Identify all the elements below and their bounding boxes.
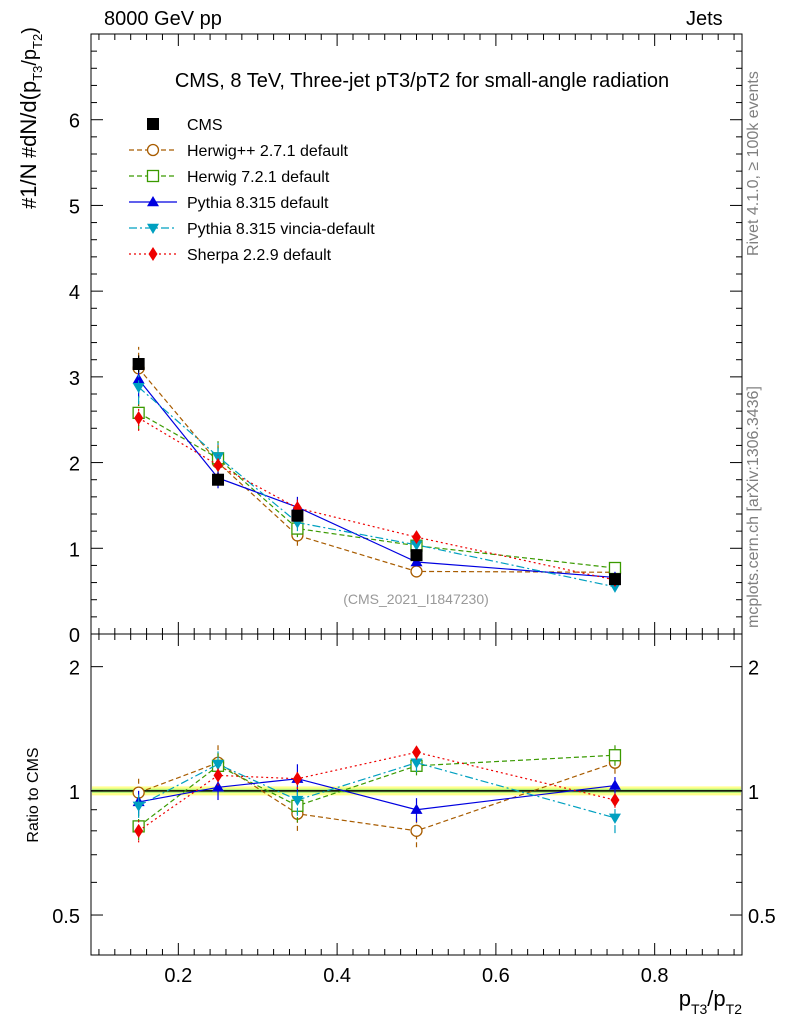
legend-label: CMS	[187, 117, 223, 134]
series-3-ratio-point	[410, 758, 423, 769]
chart-title: CMS, 8 TeV, Three-jet pT3/pT2 for small-…	[175, 70, 669, 92]
legend-label: Herwig++ 2.7.1 default	[187, 143, 349, 160]
series-3-ratio-point	[608, 813, 621, 824]
series-2-point	[132, 373, 145, 384]
series-4-ratio-point	[292, 771, 302, 786]
y-tick-label: 3	[69, 368, 80, 390]
mcplots-label: mcplots.cern.ch [arXiv:1306.3436]	[745, 386, 762, 628]
series-0-line	[138, 367, 615, 573]
series-3-point	[608, 582, 621, 593]
series-2-ratio-point	[608, 779, 621, 790]
series-0-ratio-line	[138, 762, 616, 832]
series-3-point	[132, 382, 145, 394]
x-axis-label: pT3/pT2	[679, 986, 743, 1017]
ratio-tick-label: 0.5	[52, 906, 80, 928]
ratio-tick-label: 2	[69, 658, 80, 680]
series-2-ratio-point	[410, 803, 423, 814]
legend-marker	[148, 247, 158, 261]
legend-label: Pythia 8.315 vincia-default	[187, 221, 375, 238]
ratio-axis-label: Ratio to CMS	[25, 747, 42, 842]
x-tick-label: 0.6	[482, 965, 510, 987]
x-tick-label: 0.4	[323, 965, 351, 987]
series-4-point	[412, 530, 421, 545]
series-4-ratio-point	[134, 823, 144, 838]
header-right: Jets	[686, 8, 723, 30]
series-3-point	[212, 452, 225, 463]
legend-marker	[146, 169, 160, 183]
data-point	[608, 573, 621, 586]
ratio-tick-label: 1	[69, 782, 80, 804]
rivet-label: Rivet 4.1.0, ≥ 100k events	[745, 71, 762, 256]
y-tick-label: 2	[69, 454, 80, 476]
series-3-ratio-point	[132, 801, 145, 812]
series-1-ratio-point	[608, 749, 622, 762]
ratio-tick-label-right: 1	[748, 782, 759, 804]
y-tick-label: 6	[69, 111, 80, 133]
legend-marker	[147, 223, 159, 234]
legend-label: Herwig 7.2.1 default	[187, 169, 330, 186]
ratio-tick-label-right: 2	[748, 658, 759, 680]
series-4-ratio-point	[610, 793, 620, 808]
legend-marker	[146, 143, 160, 157]
y-tick-label: 0	[69, 625, 80, 647]
legend-label: Sherpa 2.2.9 default	[187, 247, 332, 264]
series-1-line	[138, 412, 616, 569]
ratio-tick-label-right: 0.5	[748, 906, 776, 928]
series-4-point	[134, 411, 144, 425]
y-tick-label: 4	[69, 282, 80, 304]
series-3-point	[410, 540, 423, 551]
series-3-ratio-point	[291, 795, 304, 807]
series-3-ratio-point	[212, 760, 225, 771]
series-2-ratio-point	[212, 781, 225, 792]
y-tick-label: 5	[69, 196, 80, 218]
watermark: (CMS_2021_I1847230)	[343, 591, 489, 607]
legend-marker	[147, 118, 159, 130]
data-point	[410, 549, 423, 562]
series-3-line	[138, 386, 616, 588]
y-axis-label: #1/N #dN/d(pT3/pT2)	[16, 27, 45, 209]
series-4-point	[213, 458, 223, 473]
legend-marker	[147, 196, 159, 207]
series-4-ratio-point	[213, 768, 223, 783]
data-point	[291, 509, 304, 522]
header-left: 8000 GeV pp	[104, 8, 222, 30]
x-tick-label: 0.2	[164, 965, 192, 987]
series-0-point	[410, 565, 423, 578]
y-tick-label: 1	[69, 539, 80, 561]
series-2-line	[138, 379, 616, 579]
x-tick-label: 0.8	[641, 965, 669, 987]
series-4-line	[138, 417, 616, 581]
legend-label: Pythia 8.315 default	[187, 195, 329, 212]
data-point	[212, 473, 225, 486]
data-point	[132, 358, 145, 370]
series-0-ratio-point	[410, 824, 423, 837]
series-4-ratio-point	[412, 745, 421, 760]
